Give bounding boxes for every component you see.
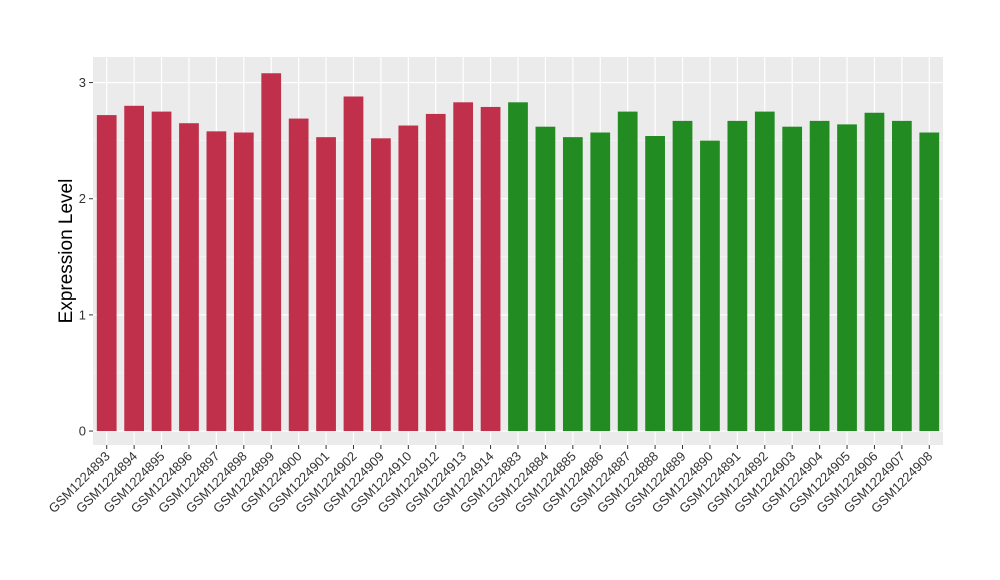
bar-GSM1224885 — [562, 137, 583, 432]
bar-GSM1224895 — [151, 111, 172, 432]
bar-GSM1224906 — [864, 112, 885, 432]
bar-GSM1224913 — [453, 102, 474, 432]
bar-GSM1224900 — [288, 118, 309, 432]
bar-GSM1224899 — [261, 73, 282, 432]
bars — [96, 73, 940, 432]
bar-GSM1224910 — [398, 125, 419, 432]
bar-GSM1224896 — [179, 123, 199, 432]
bar-GSM1224904 — [809, 120, 830, 432]
bar-GSM1224914 — [480, 106, 501, 432]
bar-GSM1224907 — [892, 120, 912, 432]
bar-GSM1224890 — [700, 140, 720, 432]
bar-GSM1224897 — [206, 131, 227, 432]
bar-GSM1224893 — [96, 115, 117, 432]
bar-GSM1224891 — [727, 120, 748, 432]
bar-GSM1224905 — [837, 124, 857, 432]
x-axis: GSM1224893GSM1224894GSM1224895GSM1224896… — [45, 445, 935, 516]
bar-GSM1224894 — [124, 105, 144, 432]
y-tick-label: 0 — [79, 424, 86, 439]
bar-GSM1224912 — [425, 113, 446, 432]
bar-GSM1224884 — [535, 126, 556, 432]
bar-GSM1224898 — [233, 132, 254, 432]
y-axis: 0 1 2 3 — [79, 75, 93, 439]
bar-GSM1224908 — [919, 132, 940, 432]
bar-GSM1224892 — [754, 111, 775, 432]
bar-GSM1224901 — [316, 137, 336, 432]
bar-GSM1224883 — [508, 102, 528, 432]
bar-GSM1224886 — [590, 132, 611, 432]
bar-GSM1224888 — [645, 135, 665, 432]
bar-GSM1224902 — [343, 96, 364, 432]
bar-GSM1224887 — [617, 111, 638, 432]
y-tick-label: 2 — [79, 191, 86, 206]
bar-GSM1224903 — [782, 126, 803, 432]
bar-GSM1224909 — [371, 138, 391, 432]
y-tick-label: 3 — [79, 75, 86, 90]
y-axis-title: Expression Level — [56, 179, 77, 324]
y-tick-label: 1 — [79, 307, 86, 322]
bar-GSM1224889 — [672, 120, 693, 432]
